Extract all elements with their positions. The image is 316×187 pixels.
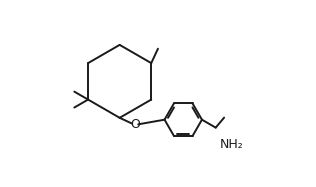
Text: NH₂: NH₂ (220, 138, 244, 151)
Text: O: O (130, 118, 140, 131)
